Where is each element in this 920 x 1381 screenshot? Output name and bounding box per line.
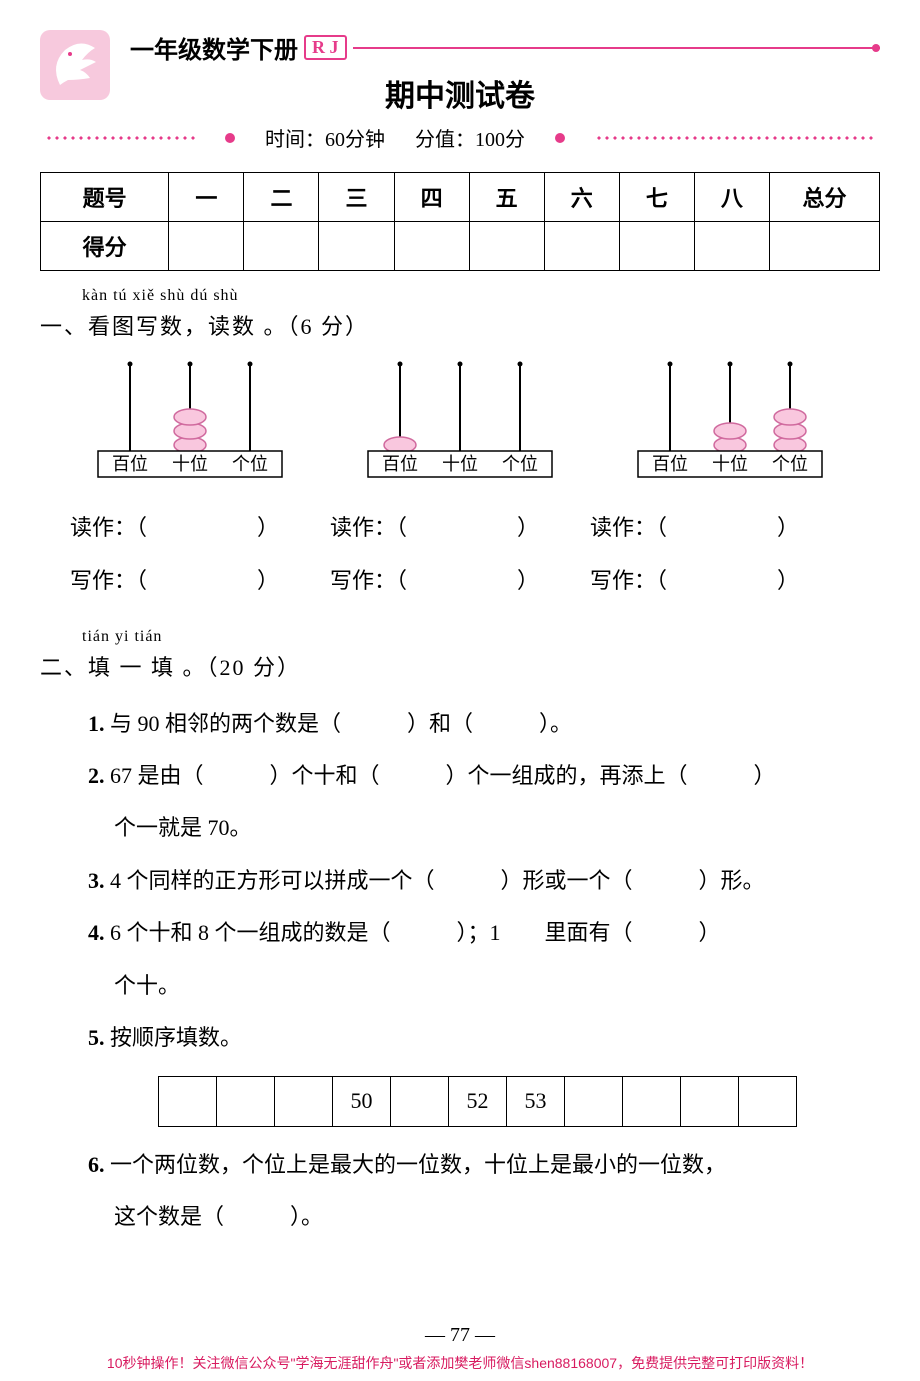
footer-note: 10秒钟操作！关注微信公众号"学海无涯甜作舟"或者添加樊老师微信shen8816…	[0, 1353, 920, 1373]
abacus-3: 百位 十位 个位	[610, 359, 850, 484]
edition-badge: R J	[304, 35, 347, 60]
section2-body: 1. 与 90 相邻的两个数是（ ）和（ ）。 2. 67 是由（ ）个十和（ …	[88, 700, 880, 1242]
section1-pinyin: kàn tú xiě shù dú shù	[82, 287, 880, 305]
dot-icon	[225, 133, 235, 143]
seq-cell	[623, 1077, 681, 1126]
abacus-2: 百位 十位 个位	[340, 359, 580, 484]
seq-cell	[391, 1077, 449, 1126]
seq-cell	[681, 1077, 739, 1126]
table-row: 得分	[41, 222, 880, 271]
seq-cell	[217, 1077, 275, 1126]
svg-text:百位: 百位	[652, 454, 688, 474]
question-6: 6. 一个两位数，个位上是最大的一位数，十位上是最小的一位数，	[88, 1141, 880, 1189]
book-title: 一年级数学下册	[130, 30, 298, 65]
page-number: — 77 —	[0, 1324, 920, 1347]
svg-text:个位: 个位	[772, 454, 808, 474]
abacus-1: 百位 十位 个位	[70, 359, 310, 484]
seq-cell: 50	[333, 1077, 391, 1126]
question-2: 2. 67 是由（ ）个十和（ ）个一组成的，再添上（ ）	[88, 752, 880, 800]
sequence-table: 50 5253	[158, 1076, 797, 1126]
question-4: 4. 6 个十和 8 个一组成的数是（ ）；1 里面有（ ）	[88, 909, 880, 957]
paper-title: 期中测试卷	[40, 71, 880, 115]
score-table: 题号 一 二 三 四 五 六 七 八 总分 得分	[40, 172, 880, 271]
svg-text:个位: 个位	[502, 454, 538, 474]
section2-title: 二、填 一 填 。（20 分）	[40, 650, 880, 682]
svg-text:百位: 百位	[382, 454, 418, 474]
svg-text:个位: 个位	[232, 454, 268, 474]
row-header: 得分	[41, 222, 169, 271]
title-rule	[353, 47, 881, 49]
svg-text:十位: 十位	[172, 454, 208, 474]
row-header: 题号	[41, 173, 169, 222]
seq-cell	[159, 1077, 217, 1126]
question-5: 5. 按顺序填数。	[88, 1014, 880, 1062]
table-row: 题号 一 二 三 四 五 六 七 八 总分	[41, 173, 880, 222]
svg-text:十位: 十位	[712, 454, 748, 474]
seq-cell	[739, 1077, 797, 1126]
question-1: 1. 与 90 相邻的两个数是（ ）和（ ）。	[88, 700, 880, 748]
time-label: 时间：60分钟	[265, 123, 385, 152]
seq-cell: 53	[507, 1077, 565, 1126]
abacus-row: 百位 十位 个位 百位 十位 个位 百位 十位 个位	[70, 359, 850, 484]
seq-cell	[565, 1077, 623, 1126]
phoenix-logo-icon	[40, 30, 110, 100]
book-title-row: 一年级数学下册 R J	[130, 30, 880, 65]
dotted-rule-right	[595, 136, 875, 140]
section2-pinyin: tián yi tián	[82, 628, 880, 646]
write-row: 写作：（） 写作：（） 写作：（）	[70, 555, 850, 608]
score-label: 分值：100分	[415, 123, 525, 152]
svg-text:百位: 百位	[112, 454, 148, 474]
question-3: 3. 4 个同样的正方形可以拼成一个（ ）形或一个（ ）形。	[88, 857, 880, 905]
section1-title: 一、看图写数，读数 。（6 分）	[40, 309, 880, 341]
svg-text:十位: 十位	[442, 454, 478, 474]
seq-cell	[275, 1077, 333, 1126]
page-header: 一年级数学下册 R J 期中测试卷 时间：60分钟 分值：100分	[40, 30, 880, 152]
seq-cell: 52	[449, 1077, 507, 1126]
read-row: 读作：（） 读作：（） 读作：（）	[70, 502, 850, 555]
time-score-row: 时间：60分钟 分值：100分	[40, 123, 880, 152]
dotted-rule-left	[45, 136, 195, 140]
dot-icon	[555, 133, 565, 143]
